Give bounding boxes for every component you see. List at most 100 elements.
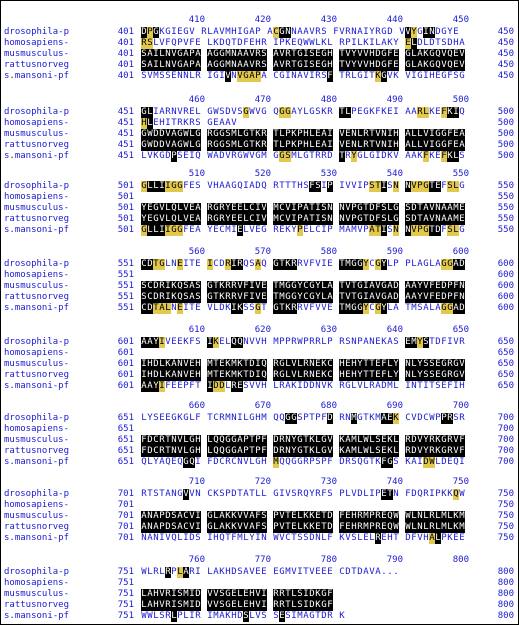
residue-sequence: WLRLRPLARI LAKHDSAVEE EGMVITVEEE CDTDAVA… xyxy=(141,567,399,578)
residue-sequence: CDTALNEITE VLDKIKSSGT GTKRRVFVVE TMGGYCG… xyxy=(141,303,465,314)
ruler-tick-label: 750 xyxy=(452,477,469,487)
ruler-tick-label: 730 xyxy=(320,477,337,487)
row-end-position: 450 xyxy=(497,60,514,70)
residue-sequence: YEGVLQLVEA RGRYEELCIV MCVIPATISN NVPGTDF… xyxy=(141,214,465,225)
ruler-tick-label: 590 xyxy=(386,247,403,257)
row-start-position: 701 xyxy=(117,511,134,521)
row-start-position: 751 xyxy=(117,567,134,577)
row-start-position: 501 xyxy=(117,192,134,202)
row-end-position: 700 xyxy=(497,424,514,434)
ruler-tick-label: 690 xyxy=(386,401,403,411)
row-end-position: 800 xyxy=(497,567,514,577)
sequence-row: s.mansoni-pf 601 AAYIFEEPFT IDDLRESVVH LRA… xyxy=(0,381,519,392)
row-start-position: 701 xyxy=(117,489,134,499)
residue-sequence: IHDLKANVEH MTEKMKTDIQ RGLVLRNEKC HEHYTTE… xyxy=(141,359,465,370)
species-name: musmusculus- xyxy=(4,435,70,445)
species-name: s.mansoni-pf xyxy=(4,457,70,467)
ruler-tick-label: 660 xyxy=(188,401,205,411)
ruler-tick-label: 450 xyxy=(452,15,469,25)
sequence-row: rattusnorveg 701 ANAPDSACVI GLAKKVVAFS PVT… xyxy=(0,522,519,533)
row-end-position: 800 xyxy=(497,589,514,599)
residue-sequence: FDCRTNVLGH LQQGGAPTPF DRNYGTKLGV KAMLWLS… xyxy=(141,446,465,457)
species-name: rattusnorveg xyxy=(4,292,70,302)
species-name: musmusculus- xyxy=(4,359,70,369)
residue-sequence: NANIVQLIDS IHQTFMLYIN WVCTSSDNLF KVSLELR… xyxy=(141,533,465,544)
row-end-position: 750 xyxy=(497,533,514,543)
row-start-position: 501 xyxy=(117,181,134,191)
ruler-tick-label: 570 xyxy=(254,247,271,257)
row-start-position: 601 xyxy=(117,359,134,369)
sequence-row: musmusculus- 451 GWDDVAGWLG RGGSMLGTKR TLP… xyxy=(0,129,519,140)
position-ruler: 660 670 680 690 700 xyxy=(0,400,519,412)
residue-sequence: CDTGLNEITE ICDRIRQSAQ GTKRRVFVIE TMGGYCG… xyxy=(141,259,465,270)
ruler-tick-label: 610 xyxy=(188,325,205,335)
row-start-position: 701 xyxy=(117,533,134,543)
ruler-tick-label: 520 xyxy=(254,169,271,179)
alignment-block: 410 420 430 440 450 drosophila-p 401 DPGKGIEGV … xyxy=(0,14,519,85)
ruler-tick-label: 670 xyxy=(254,401,271,411)
row-start-position: 751 xyxy=(117,611,134,621)
row-start-position: 401 xyxy=(117,49,134,59)
row-start-position: 551 xyxy=(117,270,134,280)
species-name: rattusnorveg xyxy=(4,140,70,150)
row-start-position: 601 xyxy=(117,370,134,380)
row-end-position: 700 xyxy=(497,446,514,456)
sequence-row: rattusnorveg 401 SAILNVGAPA AGGMNAAVRS AVR… xyxy=(0,60,519,71)
residue-sequence: ANAPDSACVI GLAKKVVAFS PVTELKKETD FEHRMPR… xyxy=(141,522,465,533)
row-end-position: 550 xyxy=(497,192,514,202)
species-name: rattusnorveg xyxy=(4,214,70,224)
row-end-position: 650 xyxy=(497,337,514,347)
species-name: drosophila-p xyxy=(4,489,70,499)
species-name: homosapiens- xyxy=(4,500,70,510)
row-end-position: 600 xyxy=(497,303,514,313)
residue-sequence: DPGKGIEGV RLAVMHIGAP ACGNNAAVRS FVRNAIYR… xyxy=(141,27,459,38)
species-name: homosapiens- xyxy=(4,38,70,48)
sequence-row: homosapiens- 451 HLEHITRKRS GEAAV 500 xyxy=(0,118,519,129)
ruler-tick-label: 470 xyxy=(254,95,271,105)
row-start-position: 651 xyxy=(117,446,134,456)
residue-sequence: AAYIFEEPFT IDDLRESVVH LRAKIDDNVK RGLVLRA… xyxy=(141,381,465,392)
row-end-position: 550 xyxy=(497,181,514,191)
sequence-row: rattusnorveg 551 SCDRIKQSAS GTKRRVFIVE TMG… xyxy=(0,292,519,303)
row-end-position: 750 xyxy=(497,489,514,499)
alignment-block: 760 770 780 790 800 drosophila-p 751 WLRLRPLARI… xyxy=(0,554,519,625)
residue-sequence: LYSEEGKGLF TCRMNILGHM QQGGSPTPFD RNMGTKM… xyxy=(141,413,465,424)
sequence-row: rattusnorveg 601 IHDLKANVEH MTEKMKTDIQ RGL… xyxy=(0,370,519,381)
row-end-position: 700 xyxy=(497,413,514,423)
species-name: rattusnorveg xyxy=(4,370,70,380)
residue-sequence: SVMSSENNLR IGIVNVGAPA CGINAVIRSF TRLGITK… xyxy=(141,71,465,82)
row-start-position: 651 xyxy=(117,457,134,467)
sequence-row: s.mansoni-pf 701 NANIVQLIDS IHQTFMLYIN WVC… xyxy=(0,533,519,544)
sequence-row: rattusnorveg 651 FDCRTNVLGH LQQGGAPTPF DRN… xyxy=(0,446,519,457)
row-start-position: 701 xyxy=(117,522,134,532)
residue-sequence: IHDLKANVEH MTEKMKTDIQ RGLVLRNEKC HEHYTTE… xyxy=(141,370,465,381)
position-ruler: 710 720 730 740 750 xyxy=(0,476,519,488)
species-name: s.mansoni-pf xyxy=(4,71,70,81)
alignment-block: 710 720 730 740 750 drosophila-p 701 RTSTANGVVN… xyxy=(0,476,519,547)
row-end-position: 650 xyxy=(497,348,514,358)
position-ruler: 410 420 430 440 450 xyxy=(0,14,519,26)
residue-sequence: QLYAQEQGQI FDCRCNVLGH MQQGGRPSPF DRSQGTK… xyxy=(141,457,465,468)
row-start-position: 651 xyxy=(117,435,134,445)
sequence-row: homosapiens- 551 600 xyxy=(0,270,519,281)
ruler-tick-label: 720 xyxy=(254,477,271,487)
species-name: homosapiens- xyxy=(4,578,70,588)
residue-sequence: SCDRIKQSAS GTKRRVFIVE TMGGYCGYLA TVTGIAV… xyxy=(141,281,465,292)
residue-sequence: RSLVFQPVFE LKDQTDFEHR IPKEQWWLKL RPILKIL… xyxy=(141,38,465,49)
row-end-position: 800 xyxy=(497,600,514,610)
ruler-tick-label: 530 xyxy=(320,169,337,179)
species-name: drosophila-p xyxy=(4,337,70,347)
row-end-position: 550 xyxy=(497,225,514,235)
sequence-row: drosophila-p 751 WLRLRPLARI LAKHDSAVEE EGM… xyxy=(0,567,519,578)
ruler-tick-label: 460 xyxy=(188,95,205,105)
alignment-block: 460 470 480 490 500 drosophila-p 451 GLIARNVREL… xyxy=(0,94,519,165)
sequence-row: s.mansoni-pf 751 WWLSRLPLIR IMAKHDSLVS SES… xyxy=(0,611,519,622)
row-start-position: 601 xyxy=(117,348,134,358)
row-end-position: 800 xyxy=(497,578,514,588)
position-ruler: 510 520 530 540 550 xyxy=(0,168,519,180)
species-name: s.mansoni-pf xyxy=(4,533,70,543)
row-end-position: 500 xyxy=(497,151,514,161)
ruler-tick-label: 420 xyxy=(254,15,271,25)
residue-sequence xyxy=(141,578,441,589)
species-name: musmusculus- xyxy=(4,49,70,59)
